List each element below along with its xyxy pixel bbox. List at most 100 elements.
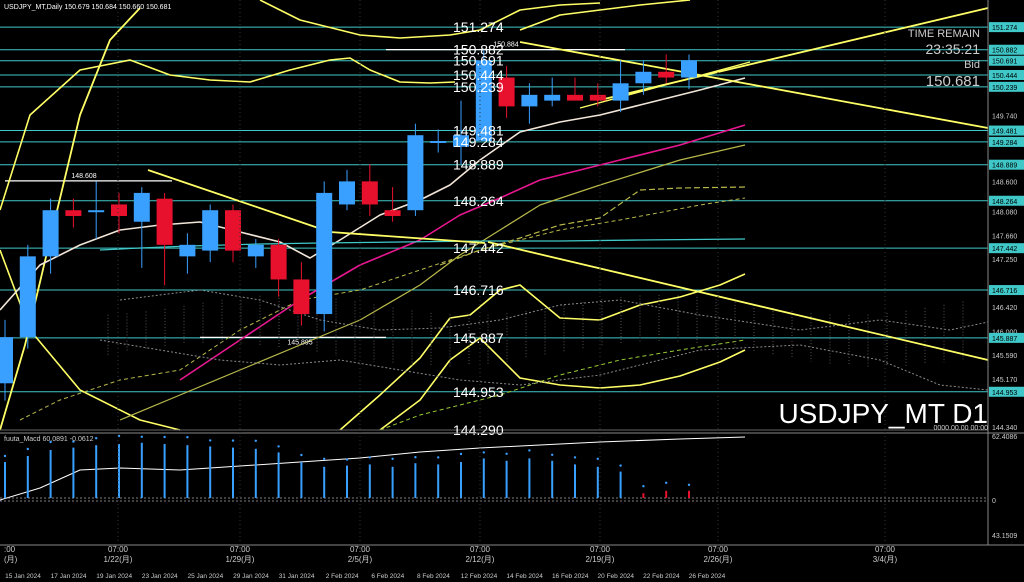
bullish-candle <box>247 244 264 257</box>
price-tag <box>989 69 1024 80</box>
level-label: 145.887 <box>453 330 504 346</box>
macd-signal-dot <box>49 440 52 444</box>
moving-average-long <box>119 144 746 421</box>
time-tick-date: 2/19(月) <box>586 555 615 564</box>
price-tag <box>989 81 1024 92</box>
macd-signal-dot <box>254 439 257 442</box>
time-tick-hour: 07:00 <box>708 545 729 554</box>
macd-signal-dot <box>26 447 29 451</box>
level-label: 150.239 <box>453 79 504 95</box>
price-tag <box>989 44 1024 55</box>
chart-ohlc: 150.679 150.684 150.660 150.681 <box>64 4 171 11</box>
price-tick-label: 150.691 <box>992 59 1017 66</box>
price-tick-label: 149.481 <box>992 129 1017 136</box>
date-tick-label: 17 Jan 2024 <box>51 573 87 580</box>
price-tick-label: 148.264 <box>992 199 1017 206</box>
macd-signal-dot <box>505 452 508 455</box>
time-tick-date: 3/4(月) <box>873 555 898 564</box>
bollinger-upper-right <box>519 0 691 31</box>
level-label: 146.716 <box>453 282 504 298</box>
price-tick-label: 148.080 <box>992 209 1017 216</box>
bearish-candle <box>111 204 127 216</box>
macd-signal-dot <box>300 453 303 457</box>
level-label: 150.444 <box>453 67 504 83</box>
trendline-short <box>579 61 751 109</box>
bullish-candle <box>453 135 469 147</box>
price-tick-label: 146.000 <box>992 329 1017 336</box>
level-label: 147.442 <box>453 240 504 256</box>
date-tick-label: 12 Feb 2024 <box>461 573 498 580</box>
macd-label: fuuta_Macd 60.0891 -0.0612 <box>4 436 94 443</box>
macd-signal-dot <box>231 439 235 442</box>
dashed-lower <box>379 339 746 431</box>
price-tick-label: 147.250 <box>992 257 1017 264</box>
macd-signal-dot <box>140 435 143 438</box>
time-tick-date: 1/29(月) <box>226 555 255 564</box>
level-label: 150.882 <box>453 42 504 58</box>
macd-subwindow: 62.4086 0 43.1509 <box>0 432 1024 540</box>
price-tick-label: 151.274 <box>992 25 1017 32</box>
price-tick-label: 146.420 <box>992 305 1017 312</box>
dashed-average <box>19 197 746 421</box>
moving-average-short <box>0 77 746 311</box>
time-tick-date: (月) <box>4 555 18 564</box>
time-tick-hour: 07:00 <box>875 545 896 554</box>
trendline-descending <box>487 241 989 361</box>
bearish-candle <box>65 210 82 216</box>
price-tag <box>989 159 1024 170</box>
time-tick-hour: 07:00 <box>108 545 129 554</box>
dashed-upper <box>439 186 746 266</box>
price-tag <box>989 125 1024 136</box>
date-tick-label: 31 Jan 2024 <box>279 573 315 580</box>
macd-line <box>0 436 746 501</box>
bullish-candle <box>19 256 36 338</box>
bullish-candle <box>316 192 333 315</box>
price-tag <box>989 332 1024 343</box>
price-tick-label: 150.239 <box>992 85 1017 92</box>
macd-signal-dot <box>528 449 531 452</box>
date-tick-label: 2 Feb 2024 <box>326 573 359 580</box>
macd-signal-dot <box>277 445 280 448</box>
marked-level-label: 148.608 <box>71 173 96 180</box>
bearish-candle <box>225 210 241 251</box>
level-label: 144.953 <box>453 384 504 400</box>
symbol-watermark: USDJPY_MT D1 <box>778 398 988 429</box>
level-labels: 148.608 145.895 150.884 151.274 150.882150.6… <box>71 19 518 438</box>
macd-signal-dot <box>687 483 691 486</box>
macd-tick-label: 62.4086 <box>992 434 1017 441</box>
level-label: 150.691 <box>453 53 504 69</box>
price-tag <box>989 243 1024 254</box>
date-tick-label: 14 Feb 2024 <box>506 573 543 580</box>
bollinger-upper-left <box>0 7 141 431</box>
macd-signal-dot <box>391 457 394 460</box>
bullish-candle <box>179 244 196 257</box>
time-tick-hour: :00 <box>4 545 16 554</box>
bollinger-upper-top <box>259 0 601 39</box>
marked-level-label: 150.884 <box>493 42 518 49</box>
price-tag <box>989 55 1024 66</box>
time-tick-hour: 07:00 <box>230 545 251 554</box>
bearish-candle <box>293 279 310 315</box>
cloud-upper <box>119 289 989 331</box>
trendline-descending-top <box>519 41 989 129</box>
time-remain-label: TIME REMAIN <box>908 28 980 40</box>
time-tick-hour: 07:00 <box>470 545 491 554</box>
date-tick-label: 6 Feb 2024 <box>371 573 404 580</box>
time-remain-value: 23:35:21 <box>926 41 981 57</box>
bearish-candle <box>361 181 378 205</box>
macd-signal-dot <box>209 439 212 442</box>
level-label: 148.264 <box>453 193 504 209</box>
macd-signal-dot <box>414 456 417 459</box>
bearish-candle <box>589 94 606 101</box>
price-tick-label: 150.444 <box>992 73 1017 80</box>
bullish-candle <box>339 181 355 205</box>
level-label: 151.274 <box>453 19 504 35</box>
price-tick-label: 148.600 <box>992 179 1017 186</box>
bearish-candle <box>384 210 401 216</box>
date-tick-label: 26 Feb 2024 <box>689 573 726 580</box>
date-tick-label: 29 Jan 2024 <box>233 573 269 580</box>
macd-tick-label: 43.1509 <box>992 533 1017 540</box>
macd-signal-dot <box>619 464 622 467</box>
macd-tick-label: 0 <box>992 498 996 505</box>
